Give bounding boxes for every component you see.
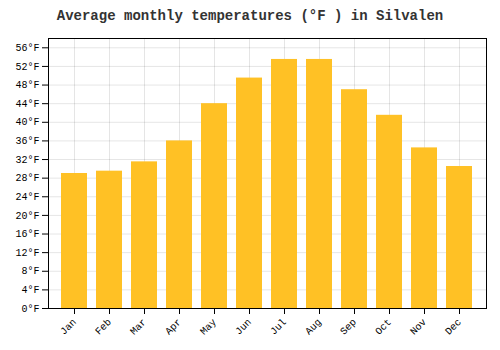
svg-text:May: May: [198, 317, 219, 338]
svg-text:Oct: Oct: [373, 317, 394, 338]
svg-text:44°F: 44°F: [15, 99, 39, 110]
svg-text:32°F: 32°F: [15, 155, 39, 166]
svg-text:12°F: 12°F: [15, 248, 39, 259]
svg-text:48°F: 48°F: [15, 80, 39, 91]
svg-text:Jun: Jun: [233, 317, 254, 338]
svg-text:Mar: Mar: [128, 317, 149, 338]
svg-text:Sep: Sep: [338, 317, 359, 338]
svg-text:Apr: Apr: [163, 317, 184, 338]
svg-text:Feb: Feb: [93, 317, 114, 338]
svg-text:24°F: 24°F: [15, 192, 39, 203]
svg-text:Jan: Jan: [58, 317, 79, 338]
svg-text:20°F: 20°F: [15, 211, 39, 222]
svg-text:52°F: 52°F: [15, 62, 39, 73]
svg-text:36°F: 36°F: [15, 136, 39, 147]
svg-text:28°F: 28°F: [15, 173, 39, 184]
html-text:Average monthly temperatures (: Average monthly temperatures (°F ) in Si…: [56, 8, 444, 24]
svg-text:Dec: Dec: [443, 317, 464, 338]
svg-text:Nov: Nov: [408, 317, 429, 338]
svg-text:Jul: Jul: [268, 317, 289, 338]
svg-text:8°F: 8°F: [21, 266, 39, 277]
svg-text:40°F: 40°F: [15, 117, 39, 128]
svg-text:16°F: 16°F: [15, 229, 39, 240]
svg-text:Aug: Aug: [303, 317, 324, 338]
svg-text:56°F: 56°F: [15, 43, 39, 54]
svg-text:0°F: 0°F: [21, 304, 39, 315]
svg-text:4°F: 4°F: [21, 285, 39, 296]
